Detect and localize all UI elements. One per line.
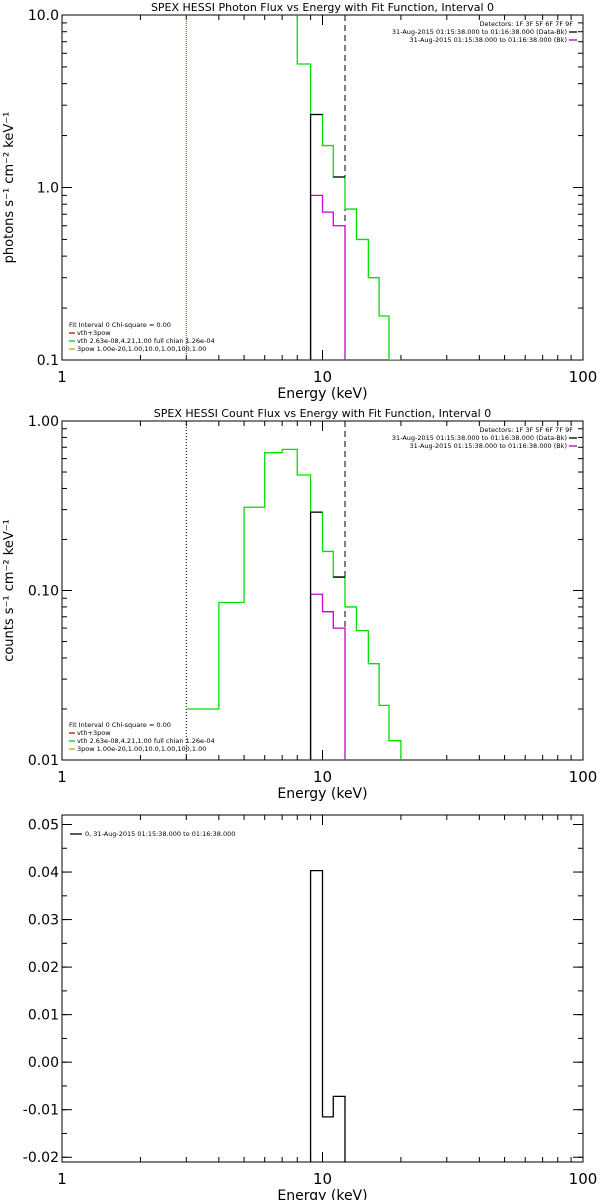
x-tick-label: 100 — [569, 768, 598, 786]
fit-legend-entry: Fit Interval 0 Chi-square = 0.00 — [69, 721, 171, 729]
time-legend-entry: 0, 31-Aug-2015 01:15:38.000 to 01:16:38.… — [85, 830, 235, 838]
chart-panel-0: SPEX HESSI Photon Flux vs Energy with Fi… — [2, 1, 598, 402]
time-legend-entry: 31-Aug-2015 01:15:38.000 to 01:16:38.000… — [392, 28, 567, 36]
y-tick-label: 0.1 — [37, 353, 59, 369]
y-tick-label: 0.02 — [28, 960, 59, 976]
plot-frame — [61, 420, 584, 761]
y-tick-label: 1.0 — [37, 181, 59, 197]
y-tick-label: -0.01 — [23, 1103, 59, 1119]
data-series — [309, 593, 346, 760]
detectors-label: Detectors: 1F 3F 5F 6F 7F 9F — [479, 20, 573, 28]
time-legend-entry: 31-Aug-2015 01:15:38.000 to 01:16:38.000… — [392, 434, 567, 442]
x-tick-label: 1 — [57, 368, 67, 386]
x-tick-label: 10 — [313, 1170, 332, 1188]
fit-legend-entry: vth+3pow — [77, 329, 111, 337]
data-series — [296, 15, 401, 360]
x-tick-label: 10 — [313, 368, 332, 386]
y-tick-label: 0.01 — [28, 753, 59, 769]
chart-title: SPEX HESSI Photon Flux vs Energy with Fi… — [151, 1, 494, 14]
fit-legend-entry: Fit Interval 0 Chi-square = 0.00 — [69, 321, 171, 329]
data-series — [309, 113, 345, 360]
fit-legend-entry: 3pow 1.00e-20,1.00,10.0,1.00,100,1.00 — [77, 745, 206, 753]
x-tick-label: 1 — [57, 768, 67, 786]
plot-frame — [61, 14, 584, 361]
fit-legend-entry: 3pow 1.00e-20,1.00,10.0,1.00,100,1.00 — [77, 345, 206, 353]
y-axis-label: photons s⁻¹ cm⁻² keV⁻¹ — [2, 112, 17, 264]
y-tick-label: -0.02 — [23, 1150, 59, 1166]
y-tick-label: 0.01 — [28, 1008, 59, 1024]
y-tick-label: 0.05 — [28, 818, 59, 834]
time-legend-entry: 31-Aug-2015 01:15:38.000 to 01:16:38.000… — [410, 442, 567, 450]
chart-title: SPEX HESSI Count Flux vs Energy with Fit… — [154, 407, 491, 420]
x-axis-label: Energy (keV) — [277, 1188, 367, 1200]
y-tick-label: 0.04 — [28, 865, 59, 881]
y-tick-label: 10.0 — [28, 8, 59, 24]
plot-area — [309, 869, 346, 1162]
y-axis-label: counts s⁻¹ cm⁻² keV⁻¹ — [2, 519, 17, 662]
y-tick-label: 0.10 — [28, 584, 59, 600]
data-series — [186, 448, 402, 760]
y-tick-label: 1.00 — [28, 414, 59, 430]
x-tick-label: 10 — [313, 768, 332, 786]
fit-legend-entry: vth+3pow — [77, 729, 111, 737]
plot-area — [185, 421, 402, 760]
x-tick-label: 1 — [57, 1170, 67, 1188]
x-axis-label: Energy (keV) — [277, 386, 367, 402]
data-series — [309, 194, 346, 360]
x-axis-label: Energy (keV) — [277, 786, 367, 802]
fit-legend-entry: vth 2.63e-08,4.21,1.00 full chian 1.26e-… — [77, 737, 215, 745]
data-series — [309, 869, 346, 1162]
y-tick-label: 0.00 — [28, 1055, 59, 1071]
plot-area — [185, 15, 401, 360]
detectors-label: Detectors: 1F 3F 5F 6F 7F 9F — [479, 426, 573, 434]
time-legend-entry: 31-Aug-2015 01:15:38.000 to 01:16:38.000… — [410, 36, 567, 44]
chart-panel-2: 1 10 100 -0.02 -0.01 0.00 0.01 0.02 0.03 0.04 0.05… — [23, 814, 598, 1200]
x-tick-label: 100 — [569, 368, 598, 386]
data-series — [309, 511, 345, 760]
x-tick-label: 100 — [569, 1170, 598, 1188]
chart-panel-1: SPEX HESSI Count Flux vs Energy with Fit… — [2, 407, 597, 802]
y-tick-label: 0.03 — [28, 913, 59, 929]
fit-legend-entry: vth 2.63e-08,4.21,1.00 full chian 1.26e-… — [77, 337, 215, 345]
